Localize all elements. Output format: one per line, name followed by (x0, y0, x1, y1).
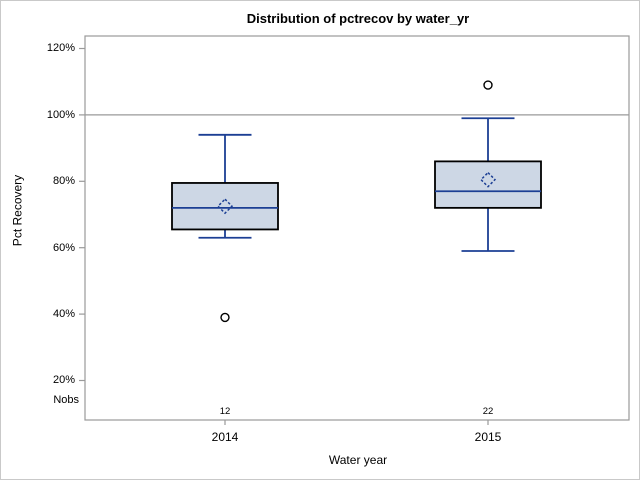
y-tick-label-80: 80% (52, 175, 75, 187)
nobs-value-2015: 22 (482, 406, 494, 417)
nobs-value-2014: 12 (219, 406, 231, 417)
y-tick-label-20: 20% (52, 374, 75, 386)
x-tick-label-2015: 2015 (474, 430, 502, 444)
y-tick-label-120: 120% (46, 42, 75, 54)
x-axis-label: Water year (328, 453, 388, 467)
nobs-row-label: Nobs (53, 394, 79, 406)
mean-diamond-2015 (479, 171, 497, 188)
box-2015 (434, 160, 542, 209)
outlier-marker-2014 (220, 312, 230, 323)
plot-frame (84, 35, 630, 421)
outlier-marker-2015 (483, 80, 493, 90)
x-tick-label-2014: 2014 (211, 430, 239, 444)
mean-diamond-2014 (216, 198, 234, 215)
y-tick-label-60: 60% (52, 242, 75, 254)
chart-title: Distribution of pctrecov by water_yr (246, 11, 470, 26)
y-tick-label-40: 40% (52, 308, 75, 320)
box-2014 (171, 182, 279, 231)
y-axis-label: Pct Recovery (10, 174, 25, 247)
y-tick-label-100: 100% (46, 109, 75, 121)
